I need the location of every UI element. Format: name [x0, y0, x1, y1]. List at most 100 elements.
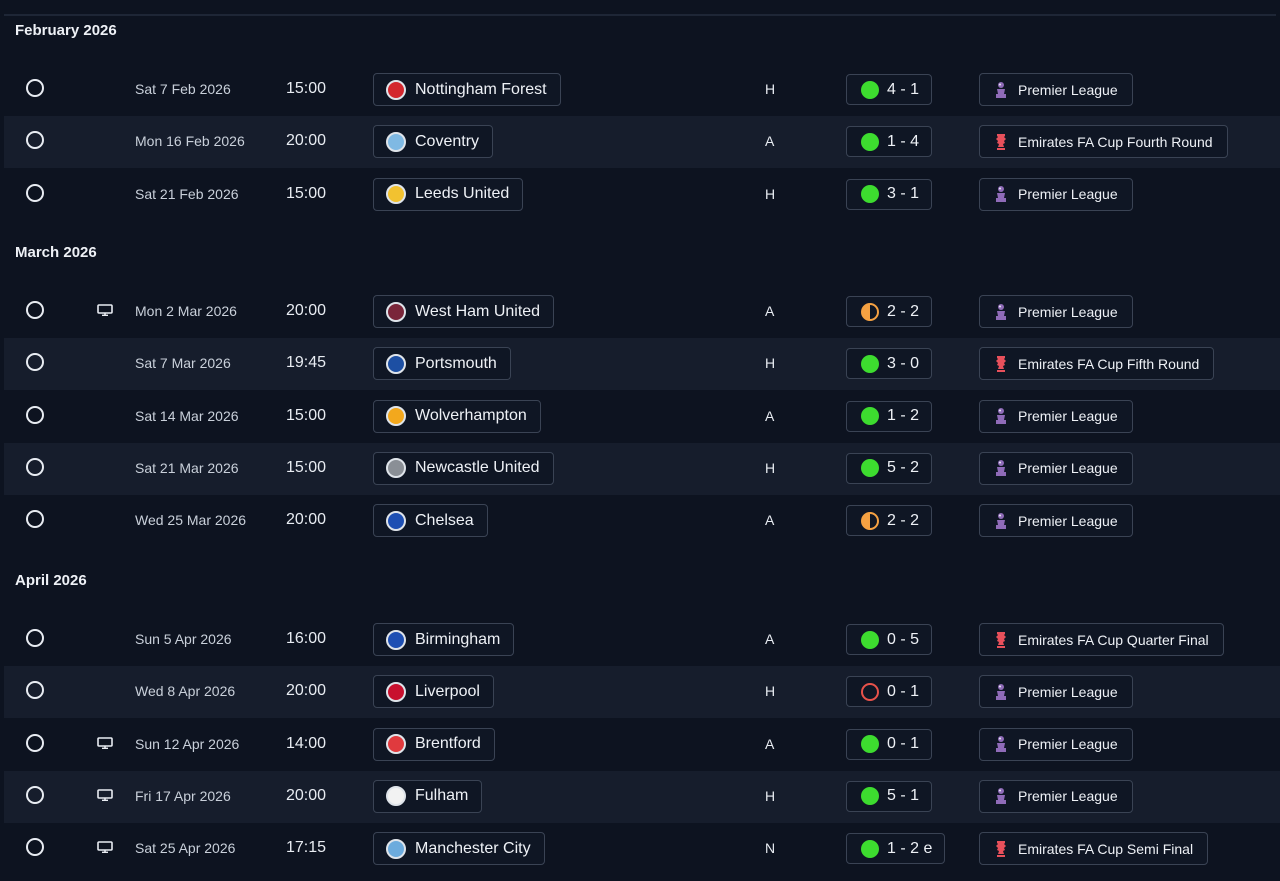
kickoff-time: 15:00 [286, 406, 327, 424]
venue-indicator: H [765, 355, 776, 372]
competition-button[interactable]: Emirates FA Cup Fourth Round [979, 125, 1228, 159]
match-result-button[interactable]: 5 - 2 [846, 452, 933, 484]
select-circle-icon[interactable] [26, 301, 44, 319]
opponent-team-button[interactable]: Brentford [373, 727, 495, 761]
match-result-button[interactable]: 4 - 1 [846, 74, 933, 105]
competition-button[interactable]: Emirates FA Cup Semi Final [979, 832, 1209, 866]
competition-name: Emirates FA Cup Fifth Round [1018, 355, 1200, 372]
select-circle-icon[interactable] [26, 183, 44, 202]
team-name: Wolverhampton [415, 407, 527, 425]
opponent-team-button[interactable]: Fulham [373, 779, 483, 813]
competition-button[interactable]: Emirates FA Cup Fifth Round [979, 347, 1215, 381]
select-circle-icon[interactable] [26, 79, 44, 97]
draw-result-icon [861, 302, 879, 321]
opponent-team-button[interactable]: Liverpool [373, 675, 494, 709]
competition-button[interactable]: Premier League [979, 399, 1133, 433]
opponent-team-button[interactable]: Birmingham [373, 623, 515, 656]
fixture-row[interactable]: Fri 17 Apr 2026 20:00 Fulham H 5 - 1 Premier … [4, 770, 1280, 823]
select-circle-icon[interactable] [26, 131, 44, 150]
competition-button[interactable]: Emirates FA Cup Quarter Final [979, 623, 1224, 656]
win-result-icon [861, 132, 879, 151]
competition-name: Premier League [1018, 736, 1118, 753]
competition-button[interactable]: Premier League [979, 177, 1133, 211]
match-result-button[interactable]: 1 - 2 e [846, 833, 946, 865]
opponent-team-button[interactable]: Leeds United [373, 177, 524, 211]
fixture-row[interactable]: Mon 2 Mar 2026 20:00 West Ham United A 2 - 2… [4, 286, 1280, 338]
opponent-team-button[interactable]: Newcastle United [373, 451, 554, 485]
kickoff-time: 19:45 [286, 354, 327, 372]
match-result-button[interactable]: 1 - 4 [846, 126, 933, 158]
fixture-row[interactable]: Sat 21 Mar 2026 15:00 Newcastle United H 5 -… [4, 442, 1280, 495]
score: 1 - 4 [887, 132, 920, 150]
fa-cup-icon [996, 631, 1006, 648]
competition-button[interactable]: Premier League [979, 73, 1133, 106]
match-result-button[interactable]: 2 - 2 [846, 505, 933, 537]
score: 5 - 2 [887, 459, 920, 477]
fixture-row[interactable]: Sun 5 Apr 2026 16:00 Birmingham A 0 - 5 Emira… [4, 614, 1280, 666]
match-result-button[interactable]: 3 - 0 [846, 348, 933, 380]
competition-button[interactable]: Premier League [979, 504, 1133, 538]
fixture-row[interactable]: Sat 7 Feb 2026 15:00 Nottingham Forest H 4 -… [4, 64, 1280, 116]
venue-indicator: A [765, 512, 775, 529]
opponent-team-button[interactable]: Chelsea [373, 504, 488, 538]
select-circle-icon[interactable] [26, 733, 44, 752]
opponent-team-button[interactable]: Portsmouth [373, 347, 511, 381]
fixture-row[interactable]: Sat 14 Mar 2026 15:00 Wolverhampton A 1 - 2 P… [4, 391, 1280, 443]
match-result-button[interactable]: 0 - 5 [846, 624, 933, 655]
team-crest-icon [386, 681, 406, 702]
match-result-button[interactable]: 2 - 2 [846, 296, 933, 327]
fixture-row[interactable]: Sat 7 Mar 2026 19:45 Portsmouth H 3 - 0 Emira… [4, 338, 1280, 391]
select-circle-icon[interactable] [26, 353, 44, 372]
fa-cup-icon [996, 133, 1006, 150]
competition-button[interactable]: Premier League [979, 779, 1133, 813]
premier-league-icon [996, 460, 1006, 477]
match-date: Sat 21 Feb 2026 [135, 185, 239, 202]
fixture-row[interactable]: Wed 25 Mar 2026 20:00 Chelsea A 2 - 2 Premier… [4, 495, 1280, 547]
match-date: Sun 12 Apr 2026 [135, 735, 240, 752]
match-date: Mon 2 Mar 2026 [135, 303, 237, 319]
match-date: Wed 25 Mar 2026 [135, 512, 247, 529]
team-crest-icon [386, 301, 406, 322]
match-result-button[interactable]: 3 - 1 [846, 178, 933, 210]
premier-league-icon [996, 303, 1006, 320]
competition-button[interactable]: Premier League [979, 295, 1133, 328]
select-circle-icon[interactable] [26, 681, 44, 700]
premier-league-icon [996, 788, 1006, 805]
competition-name: Premier League [1018, 81, 1118, 98]
select-circle-icon[interactable] [26, 457, 44, 476]
competition-button[interactable]: Premier League [979, 451, 1133, 485]
team-name: Coventry [415, 132, 480, 150]
competition-button[interactable]: Premier League [979, 675, 1133, 709]
opponent-team-button[interactable]: Manchester City [373, 832, 545, 866]
match-result-button[interactable]: 0 - 1 [846, 676, 933, 708]
win-result-icon [861, 185, 879, 204]
fixture-row[interactable]: Sat 21 Feb 2026 15:00 Leeds United H 3 - 1 Pr… [4, 169, 1280, 221]
venue-indicator: H [765, 459, 776, 476]
select-circle-icon[interactable] [26, 785, 44, 804]
kickoff-time: 20:00 [286, 682, 327, 700]
opponent-team-button[interactable]: West Ham United [373, 295, 555, 328]
fixture-row[interactable]: Sat 25 Apr 2026 17:15 Manchester City N 1 - … [4, 823, 1280, 875]
fixture-row[interactable]: Mon 16 Feb 2026 20:00 Coventry A 1 - 4 Emirat… [4, 116, 1280, 169]
team-name: Fulham [415, 787, 469, 805]
select-circle-icon[interactable] [26, 405, 44, 424]
select-circle-icon[interactable] [26, 629, 44, 647]
score: 0 - 1 [887, 735, 920, 753]
match-result-button[interactable]: 5 - 1 [846, 780, 933, 812]
venue-indicator: A [765, 303, 775, 319]
match-result-button[interactable]: 0 - 1 [846, 728, 933, 760]
venue-indicator: H [765, 81, 776, 97]
kickoff-time: 14:00 [286, 734, 327, 752]
match-result-button[interactable]: 1 - 2 [846, 400, 933, 432]
opponent-team-button[interactable]: Wolverhampton [373, 399, 541, 433]
team-name: Liverpool [415, 682, 480, 700]
opponent-team-button[interactable]: Coventry [373, 125, 494, 159]
select-circle-icon[interactable] [26, 838, 44, 857]
team-crest-icon [386, 406, 406, 427]
select-circle-icon[interactable] [26, 510, 44, 529]
tv-broadcast-icon [97, 304, 113, 316]
fixture-row[interactable]: Sun 12 Apr 2026 14:00 Brentford A 0 - 1 Premi… [4, 719, 1280, 771]
competition-button[interactable]: Premier League [979, 727, 1133, 761]
fixture-row[interactable]: Wed 8 Apr 2026 20:00 Liverpool H 0 - 1 Premie… [4, 666, 1280, 719]
opponent-team-button[interactable]: Nottingham Forest [373, 73, 561, 106]
